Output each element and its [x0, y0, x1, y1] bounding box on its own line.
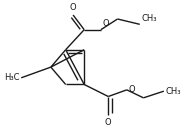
Text: CH₃: CH₃ [166, 87, 181, 96]
Text: CH₃: CH₃ [142, 14, 157, 23]
Text: O: O [129, 85, 135, 94]
Text: H₃C: H₃C [4, 73, 19, 82]
Text: O: O [103, 19, 109, 28]
Text: O: O [105, 118, 112, 127]
Text: O: O [70, 3, 76, 12]
